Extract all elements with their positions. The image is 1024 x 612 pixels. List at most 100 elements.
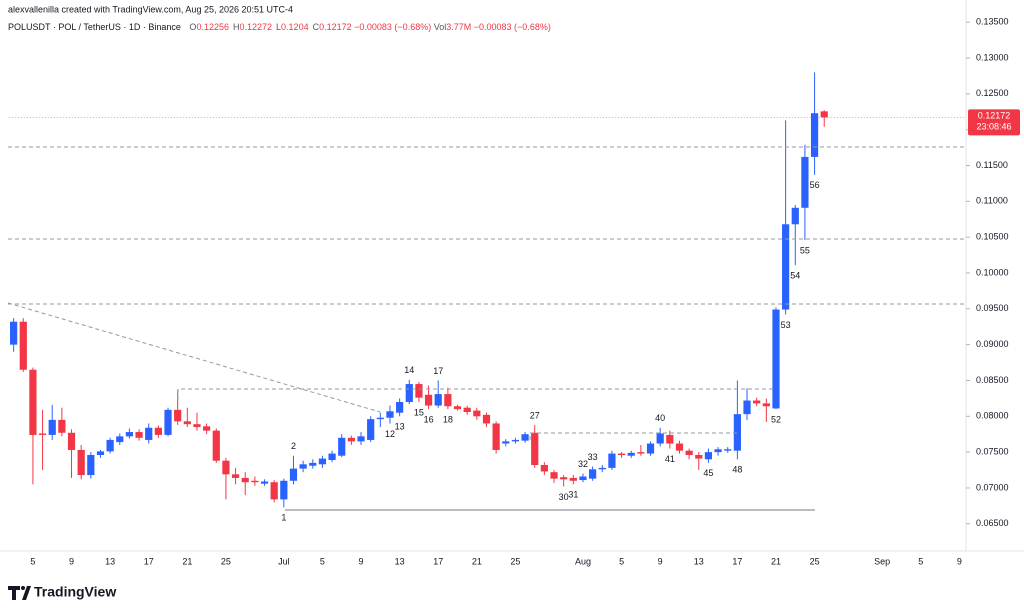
ohlc-label: L [276,22,281,32]
x-tick-label: 25 [510,556,520,566]
candle-body [241,477,249,483]
candle-body [598,467,606,470]
x-tick-label: 9 [658,556,663,566]
candle-body [280,480,288,500]
candle-body [560,477,568,480]
x-tick-label: Jul [278,556,290,566]
candle-body [405,384,413,402]
logo-icon [8,586,20,600]
last-price: 0.12172 [978,111,1011,121]
candle-body [675,443,684,451]
symbol: POLUSDT · POL / TetherUS · 1D · Binance [8,22,181,32]
x-tick-label: Aug [575,556,591,566]
candle-body [753,400,761,404]
x-tick-label: 9 [69,556,74,566]
x-tick-label: 13 [694,556,704,566]
candle-body [164,409,172,435]
x-tick-label: 21 [771,556,781,566]
x-tick-label: 21 [182,556,192,566]
candle-body [193,424,201,428]
trend-line [7,302,381,413]
candle-body [511,439,520,442]
candle-body [782,224,790,310]
wave-label: 54 [790,270,800,280]
candle-body [434,394,442,406]
wave-label: 55 [800,245,810,255]
candle-body [473,410,481,417]
candle-body [260,481,269,484]
candle-body [608,453,616,468]
candle-body [38,433,47,435]
candle-body [289,468,298,481]
ohlc-value: 0.1204 [281,22,309,32]
wave-label: 27 [530,410,540,420]
candle-body [589,469,597,479]
x-tick-label: 13 [395,556,405,566]
y-tick-label: 0.11500 [976,160,1008,170]
candle-body [125,432,134,437]
level-line [529,432,740,440]
candle-body [299,464,307,469]
candle-body [762,403,770,407]
x-tick-label: Sep [874,556,890,566]
ohlc-value: 0.12256 [196,22,229,32]
candle-body [695,454,703,459]
ohlc-value: 0.12172 [319,22,352,32]
candle-body [183,421,191,425]
candle-body [685,450,693,455]
candle-body [116,436,124,443]
ohlc-label: H [233,22,240,32]
y-tick-label: 0.10000 [976,267,1009,277]
x-tick-label: 21 [472,556,482,566]
y-tick-label: 0.06500 [976,518,1009,528]
candle-body [309,462,317,466]
logo-icon [21,586,25,590]
y-tick-label: 0.08500 [976,375,1009,385]
x-tick-label: 5 [320,556,325,566]
wave-label: 48 [732,465,742,475]
candle-body [87,454,95,476]
candle-body [96,451,105,455]
candle-body [453,406,462,410]
y-tick-label: 0.13000 [976,52,1009,62]
y-tick-label: 0.07000 [976,482,1009,492]
candle-body [463,407,471,412]
x-tick-label: 5 [30,556,35,566]
x-tick-label: 25 [810,556,820,566]
candle-body [135,432,143,438]
x-tick-label: 5 [619,556,624,566]
candle-body [203,426,211,431]
candle-body [367,419,375,440]
candle-body [579,476,587,481]
y-tick-label: 0.13500 [976,17,1009,27]
change: −0.00083 (−0.68%) [354,22,431,32]
candle-body [810,113,819,157]
candle-body [743,400,751,415]
candle-body [67,432,76,450]
candle-body [58,419,66,433]
candle-body [617,453,626,455]
wave-label: 45 [703,468,713,478]
candle-body [145,427,153,440]
wave-label: 33 [588,452,598,462]
candle-body [29,369,37,435]
candle-body [666,434,674,444]
wave-label: 1 [281,513,286,523]
candle-body [791,207,799,225]
wave-label: 56 [810,180,820,190]
x-tick-label: 9 [359,556,364,566]
candle-body [77,449,85,476]
candle-body [424,394,433,406]
y-tick-label: 0.08000 [976,411,1009,421]
candle-body [231,474,240,478]
volume: 3.77M [446,22,471,32]
candle-body [492,423,500,450]
candle-body [396,401,404,413]
volume-change: −0.00083 (−0.68%) [474,22,551,32]
candle-body [521,434,529,441]
candle-body [646,443,655,454]
candle-body [10,321,18,345]
candle-body [212,430,220,461]
x-tick-label: 5 [918,556,923,566]
